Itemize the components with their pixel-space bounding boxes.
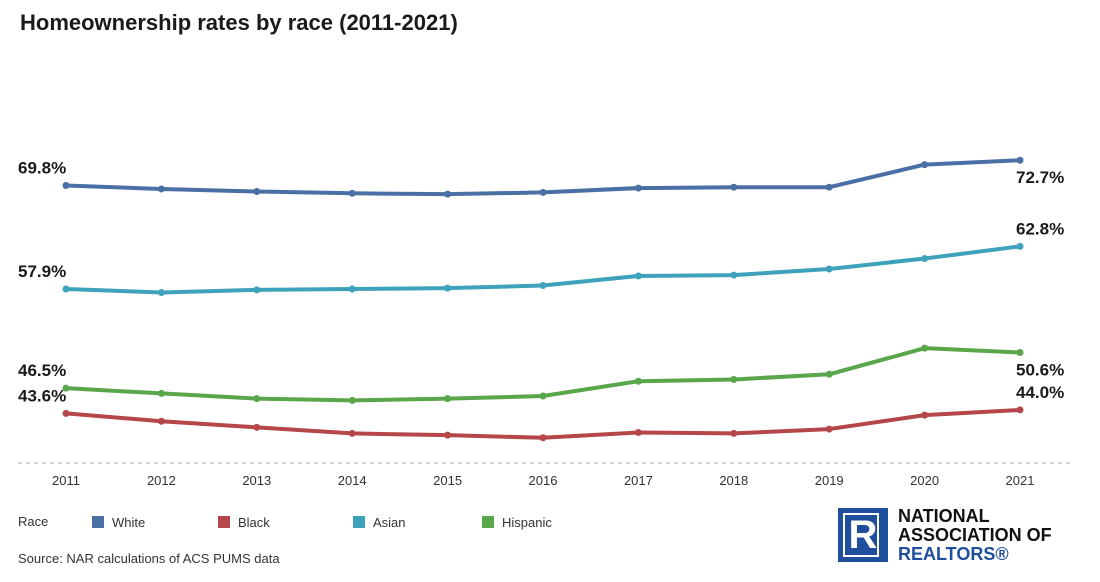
logo-wordmark: NATIONAL ASSOCIATION OF REALTORS® bbox=[898, 507, 1052, 564]
data-point-white-2015 bbox=[444, 190, 452, 198]
data-point-black-2021 bbox=[1016, 406, 1024, 414]
data-point-white-2018 bbox=[730, 183, 738, 191]
x-tick-label-2016: 2016 bbox=[529, 473, 558, 488]
data-point-asian-2014 bbox=[348, 285, 356, 293]
legend-label-hispanic: Hispanic bbox=[502, 514, 552, 530]
x-tick-label-2020: 2020 bbox=[910, 473, 939, 488]
data-point-asian-2017 bbox=[634, 272, 642, 280]
data-point-white-2020 bbox=[921, 161, 929, 169]
x-tick-label-2017: 2017 bbox=[624, 473, 653, 488]
x-tick-label-2018: 2018 bbox=[719, 473, 748, 488]
x-tick-label-2012: 2012 bbox=[147, 473, 176, 488]
data-point-hispanic-2014 bbox=[348, 396, 356, 404]
data-point-hispanic-2016 bbox=[539, 392, 547, 400]
legend-label-asian: Asian bbox=[373, 514, 406, 530]
logo-letter: R bbox=[848, 513, 878, 557]
data-point-asian-2012 bbox=[157, 288, 165, 296]
data-label-black-last: 44.0% bbox=[1016, 383, 1064, 402]
data-point-hispanic-2015 bbox=[444, 395, 452, 403]
realtor-r-icon: R bbox=[838, 508, 888, 562]
x-tick-label-2015: 2015 bbox=[433, 473, 462, 488]
data-point-hispanic-2018 bbox=[730, 375, 738, 383]
data-label-white-first: 69.8% bbox=[18, 158, 66, 177]
data-label-hispanic-last: 50.6% bbox=[1016, 361, 1064, 380]
data-point-white-2021 bbox=[1016, 156, 1024, 164]
logo-line-3: REALTORS® bbox=[898, 544, 1009, 564]
data-point-hispanic-2017 bbox=[634, 377, 642, 385]
data-point-white-2012 bbox=[157, 185, 165, 193]
x-tick-label-2011: 2011 bbox=[52, 473, 80, 488]
data-point-hispanic-2011 bbox=[62, 384, 70, 392]
data-label-black-first: 43.6% bbox=[18, 386, 66, 405]
line-chart: 2011 2012 2013 2014 2015 2016 2017 2018 2019 2020… bbox=[18, 156, 1072, 488]
x-tick-label-2021: 2021 bbox=[1006, 473, 1035, 488]
logo-line-2: ASSOCIATION OF bbox=[898, 525, 1052, 545]
data-label-white-last: 72.7% bbox=[1016, 168, 1064, 187]
legend-title: Race bbox=[18, 514, 49, 529]
data-label-asian-first: 57.9% bbox=[18, 262, 66, 281]
data-label-asian-last: 62.8% bbox=[1016, 219, 1064, 238]
data-point-hispanic-2012 bbox=[157, 389, 165, 397]
legend-label-black: Black bbox=[238, 514, 270, 530]
data-point-black-2012 bbox=[157, 417, 165, 425]
data-point-black-2019 bbox=[825, 425, 833, 433]
source-note: Source: NAR calculations of ACS PUMS dat… bbox=[18, 551, 280, 566]
data-point-white-2019 bbox=[825, 183, 833, 191]
chart-title: Homeownership rates by race (2011-2021) bbox=[20, 10, 458, 35]
legend-swatch-asian bbox=[353, 516, 365, 528]
data-point-asian-2013 bbox=[253, 286, 261, 294]
data-point-hispanic-2020 bbox=[921, 344, 929, 352]
data-point-black-2016 bbox=[539, 434, 547, 442]
data-point-asian-2016 bbox=[539, 282, 547, 290]
legend-swatch-hispanic bbox=[482, 516, 494, 528]
data-point-black-2018 bbox=[730, 429, 738, 437]
data-point-asian-2015 bbox=[444, 284, 452, 292]
data-point-white-2016 bbox=[539, 188, 547, 196]
data-point-asian-2021 bbox=[1016, 242, 1024, 250]
legend-item-hispanic: Hispanic bbox=[482, 511, 552, 533]
legend-item-white: White bbox=[92, 511, 145, 533]
data-point-white-2011 bbox=[62, 181, 70, 189]
data-point-black-2020 bbox=[921, 411, 929, 419]
legend-label-white: White bbox=[112, 514, 146, 530]
data-point-black-2011 bbox=[62, 409, 70, 417]
data-point-white-2013 bbox=[253, 188, 261, 196]
data-label-hispanic-first: 46.5% bbox=[18, 361, 66, 380]
data-point-hispanic-2021 bbox=[1016, 349, 1024, 357]
legend-swatch-white bbox=[92, 516, 104, 528]
logo-line-1: NATIONAL bbox=[898, 506, 990, 526]
data-point-black-2017 bbox=[634, 429, 642, 437]
data-point-black-2015 bbox=[444, 431, 452, 439]
legend-swatch-black bbox=[218, 516, 230, 528]
data-point-black-2014 bbox=[348, 429, 356, 437]
data-point-white-2017 bbox=[634, 184, 642, 192]
x-tick-label-2019: 2019 bbox=[815, 473, 844, 488]
x-tick-label-2014: 2014 bbox=[338, 473, 367, 488]
data-point-asian-2020 bbox=[921, 255, 929, 263]
data-point-white-2014 bbox=[348, 189, 356, 197]
x-tick-label-2013: 2013 bbox=[242, 473, 271, 488]
legend-item-black: Black bbox=[218, 511, 270, 533]
legend-item-asian: Asian bbox=[353, 511, 406, 533]
data-point-hispanic-2019 bbox=[825, 370, 833, 378]
data-point-asian-2011 bbox=[62, 285, 70, 293]
series-line-black bbox=[64, 407, 1022, 440]
data-point-asian-2019 bbox=[825, 265, 833, 273]
nar-logo: R NATIONAL ASSOCIATION OF REALTORS® bbox=[838, 507, 1078, 568]
data-point-hispanic-2013 bbox=[253, 395, 261, 403]
data-point-black-2013 bbox=[253, 423, 261, 431]
data-point-asian-2018 bbox=[730, 271, 738, 279]
